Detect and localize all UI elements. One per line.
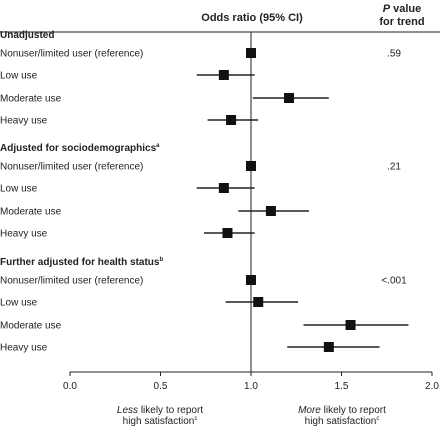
footer-more-italic: More	[298, 405, 321, 416]
group-title: Unadjusted	[0, 30, 54, 41]
odds-ratio-marker	[222, 228, 233, 238]
group-title-text: Further adjusted for health status	[0, 257, 160, 268]
x-axis-ticks: 0.0 0.5 1.0 1.5 2.0	[63, 372, 439, 392]
row-label: Moderate use	[0, 207, 62, 218]
group-title-sup: a	[156, 143, 160, 149]
footer-more-sup: c	[376, 416, 379, 422]
x-tick-label: 1.5	[335, 381, 349, 392]
odds-ratio-header: Odds ratio (95% CI)	[201, 12, 303, 24]
odds-ratio-marker	[345, 320, 356, 330]
footer-less-rest: likely to report	[138, 405, 203, 416]
odds-ratio-marker	[265, 206, 276, 216]
group-title-text: Unadjusted	[0, 30, 54, 41]
footer-less-likely: Less likely to report	[117, 405, 203, 416]
odds-ratio-marker	[246, 275, 256, 285]
odds-ratio-marker	[218, 183, 229, 193]
row-label: Nonuser/limited user (reference)	[0, 162, 143, 173]
footer-more-likely: More likely to report	[298, 405, 386, 416]
footer-more-rest: likely to report	[321, 405, 386, 416]
p-trend-value: .59	[387, 49, 401, 60]
x-tick-label: 0.5	[154, 381, 168, 392]
p-trend-value: <.001	[381, 276, 407, 287]
group-title-sup: b	[159, 257, 163, 263]
row-label: Low use	[0, 71, 38, 82]
row-label: Nonuser/limited user (reference)	[0, 49, 143, 60]
row-label: Nonuser/limited user (reference)	[0, 276, 143, 287]
odds-ratio-marker	[246, 48, 256, 58]
p-value-header-line2: for trend	[379, 16, 424, 28]
row-label: Heavy use	[0, 343, 48, 354]
row-label: Moderate use	[0, 321, 62, 332]
footer-more-line2: high satisfactionc	[305, 416, 380, 427]
forest-rows: Unadjusted Nonuser/limited user (referenc…	[0, 30, 409, 354]
row-label: Low use	[0, 298, 38, 309]
odds-ratio-marker	[226, 115, 237, 125]
footer-less-line2: high satisfactionc	[123, 416, 198, 427]
row-label: Moderate use	[0, 94, 62, 105]
row-label: Low use	[0, 184, 38, 195]
footer-more-line2-text: high satisfaction	[305, 416, 377, 427]
x-tick-label: 2.0	[425, 381, 439, 392]
row-label: Heavy use	[0, 116, 48, 127]
odds-ratio-marker	[253, 297, 264, 307]
footer-less-sup: c	[194, 416, 197, 422]
footer-less-italic: Less	[117, 405, 138, 416]
row-label: Heavy use	[0, 229, 48, 240]
x-tick-label: 0.0	[63, 381, 77, 392]
p-value-header-italic: P	[383, 3, 391, 15]
p-value-header: P value	[383, 3, 422, 15]
group-title-text: Adjusted for sociodemographics	[0, 143, 157, 154]
p-value-header-rest: value	[390, 3, 421, 15]
odds-ratio-marker	[246, 161, 256, 171]
odds-ratio-marker	[218, 70, 229, 80]
odds-ratio-marker	[284, 93, 295, 103]
odds-ratio-marker	[323, 342, 334, 352]
group-title: Further adjusted for health statusb	[0, 257, 163, 268]
p-trend-value: .21	[387, 162, 401, 173]
footer-less-line2-text: high satisfaction	[123, 416, 195, 427]
group-title: Adjusted for sociodemographicsa	[0, 143, 160, 154]
x-tick-label: 1.0	[244, 381, 258, 392]
